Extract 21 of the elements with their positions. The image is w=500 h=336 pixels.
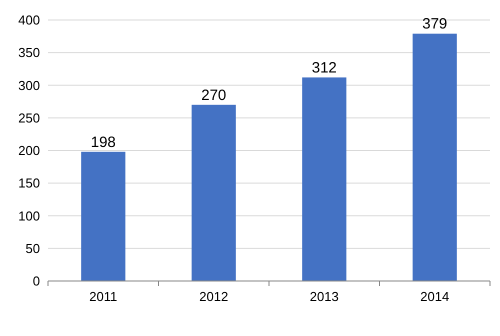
- y-tick-label: 400: [18, 12, 40, 28]
- x-tick-label: 2012: [199, 289, 228, 304]
- y-tick-label: 100: [18, 208, 40, 224]
- y-tick-label: 250: [18, 110, 40, 126]
- y-tick-label: 0: [32, 274, 40, 289]
- x-tick-label: 2013: [310, 289, 339, 304]
- y-tick-label: 300: [18, 78, 40, 93]
- bar: [192, 104, 236, 281]
- y-tick-label: 350: [18, 45, 40, 60]
- x-tick-label: 2011: [89, 289, 118, 304]
- x-tick-label: 2014: [420, 289, 450, 304]
- data-label: 198: [90, 134, 116, 151]
- y-tick-label: 50: [26, 240, 40, 256]
- bar: [412, 34, 457, 281]
- y-tick-label: 200: [18, 143, 40, 158]
- data-label: 379: [422, 16, 448, 33]
- y-tick-label: 150: [18, 176, 40, 191]
- bar: [81, 152, 126, 281]
- bar: [302, 77, 346, 281]
- data-label: 270: [201, 86, 226, 104]
- data-label: 312: [312, 59, 337, 76]
